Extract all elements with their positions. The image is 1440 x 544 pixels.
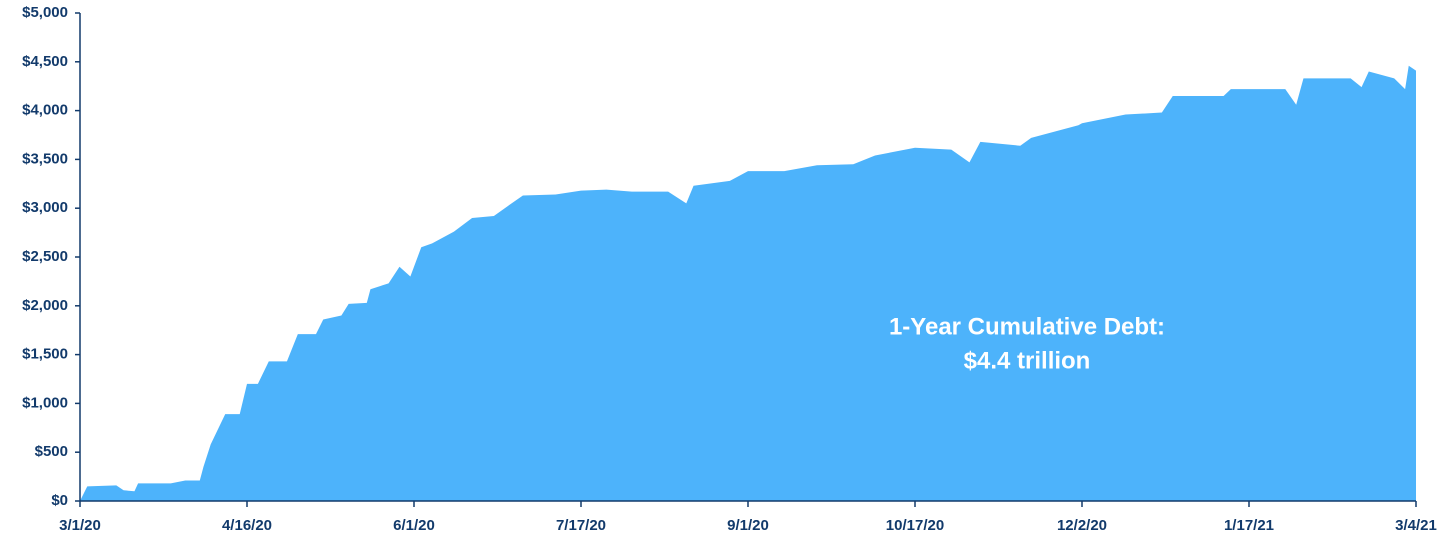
y-tick-label: $500 xyxy=(35,443,68,460)
annotation: $4.4 trillion xyxy=(964,347,1091,374)
y-tick-label: $5,000 xyxy=(22,4,68,21)
x-tick-label: 12/2/20 xyxy=(1057,517,1107,534)
x-tick-label: 10/17/20 xyxy=(886,517,944,534)
area xyxy=(80,65,1416,501)
x-tick-label: 7/17/20 xyxy=(556,517,606,534)
y-tick-label: $0 xyxy=(51,492,68,509)
annotation: 1-Year Cumulative Debt: xyxy=(889,313,1165,340)
y-tick-label: $1,500 xyxy=(22,346,68,363)
y-tick-label: $2,500 xyxy=(22,248,68,265)
x-tick-label: 9/1/20 xyxy=(727,517,769,534)
y-tick-label: $2,000 xyxy=(22,297,68,314)
y-tick-label: $1,000 xyxy=(22,394,68,411)
x-tick-label: 1/17/21 xyxy=(1224,517,1274,534)
x-tick-label: 3/4/21 xyxy=(1395,517,1437,534)
y-tick-label: $4,000 xyxy=(22,102,68,119)
x-tick-label: 3/1/20 xyxy=(59,517,101,534)
x-tick-label: 6/1/20 xyxy=(393,517,435,534)
y-tick-label: $3,000 xyxy=(22,199,68,216)
x-tick-label: 4/16/20 xyxy=(222,517,272,534)
y-tick-label: $4,500 xyxy=(22,53,68,70)
y-tick-label: $3,500 xyxy=(22,150,68,167)
